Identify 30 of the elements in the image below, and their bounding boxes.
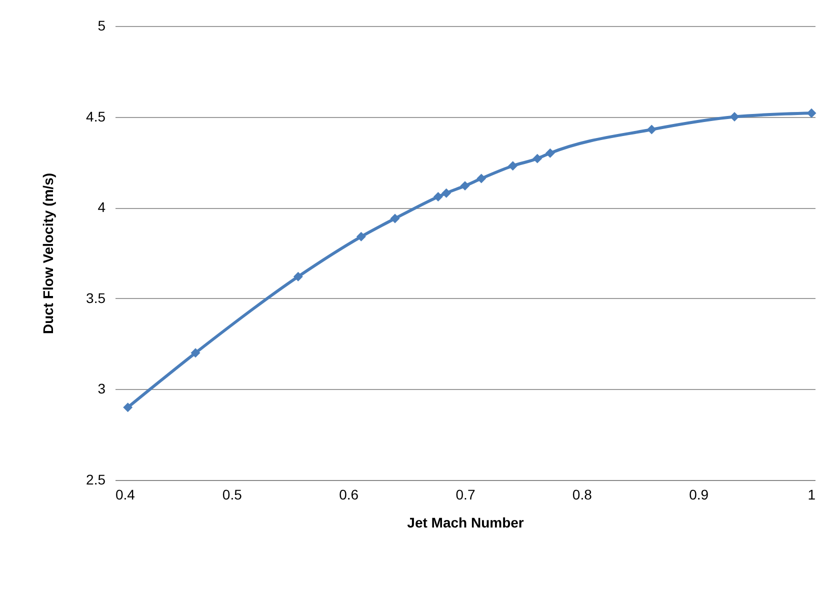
y-tick-label: 5 (98, 18, 106, 34)
point (123, 402, 133, 412)
point (293, 272, 303, 282)
point (390, 214, 400, 224)
y-tick-label: 4 (98, 199, 106, 216)
y-axis-title: Duct Flow Velocity (m/s) (40, 172, 56, 334)
point (508, 161, 518, 171)
point (460, 181, 470, 191)
point (433, 192, 443, 202)
point (356, 232, 366, 242)
x-axis-title: Jet Mach Number (407, 514, 524, 530)
point (532, 154, 542, 164)
x-tick-label: 0.7 (456, 486, 476, 502)
y-tick-label: 3.5 (86, 290, 106, 306)
x-tick-label: 0.8 (572, 486, 592, 502)
x-tick-label: 0.5 (222, 486, 242, 502)
x-tick-label: 1 (808, 486, 816, 502)
point (442, 188, 452, 198)
y-tick-label: 4.5 (86, 108, 106, 124)
x-tick-label: 0.9 (689, 486, 709, 502)
point (806, 108, 816, 118)
point (476, 174, 486, 184)
point (545, 148, 555, 158)
y-tick-label: 2.5 (86, 472, 106, 488)
x-tick-label: 0.6 (339, 486, 359, 502)
point (190, 348, 200, 358)
x-tick-label: 0.4 (116, 486, 136, 502)
point (646, 124, 656, 134)
point (730, 112, 740, 122)
y-tick-label: 3 (98, 380, 106, 397)
